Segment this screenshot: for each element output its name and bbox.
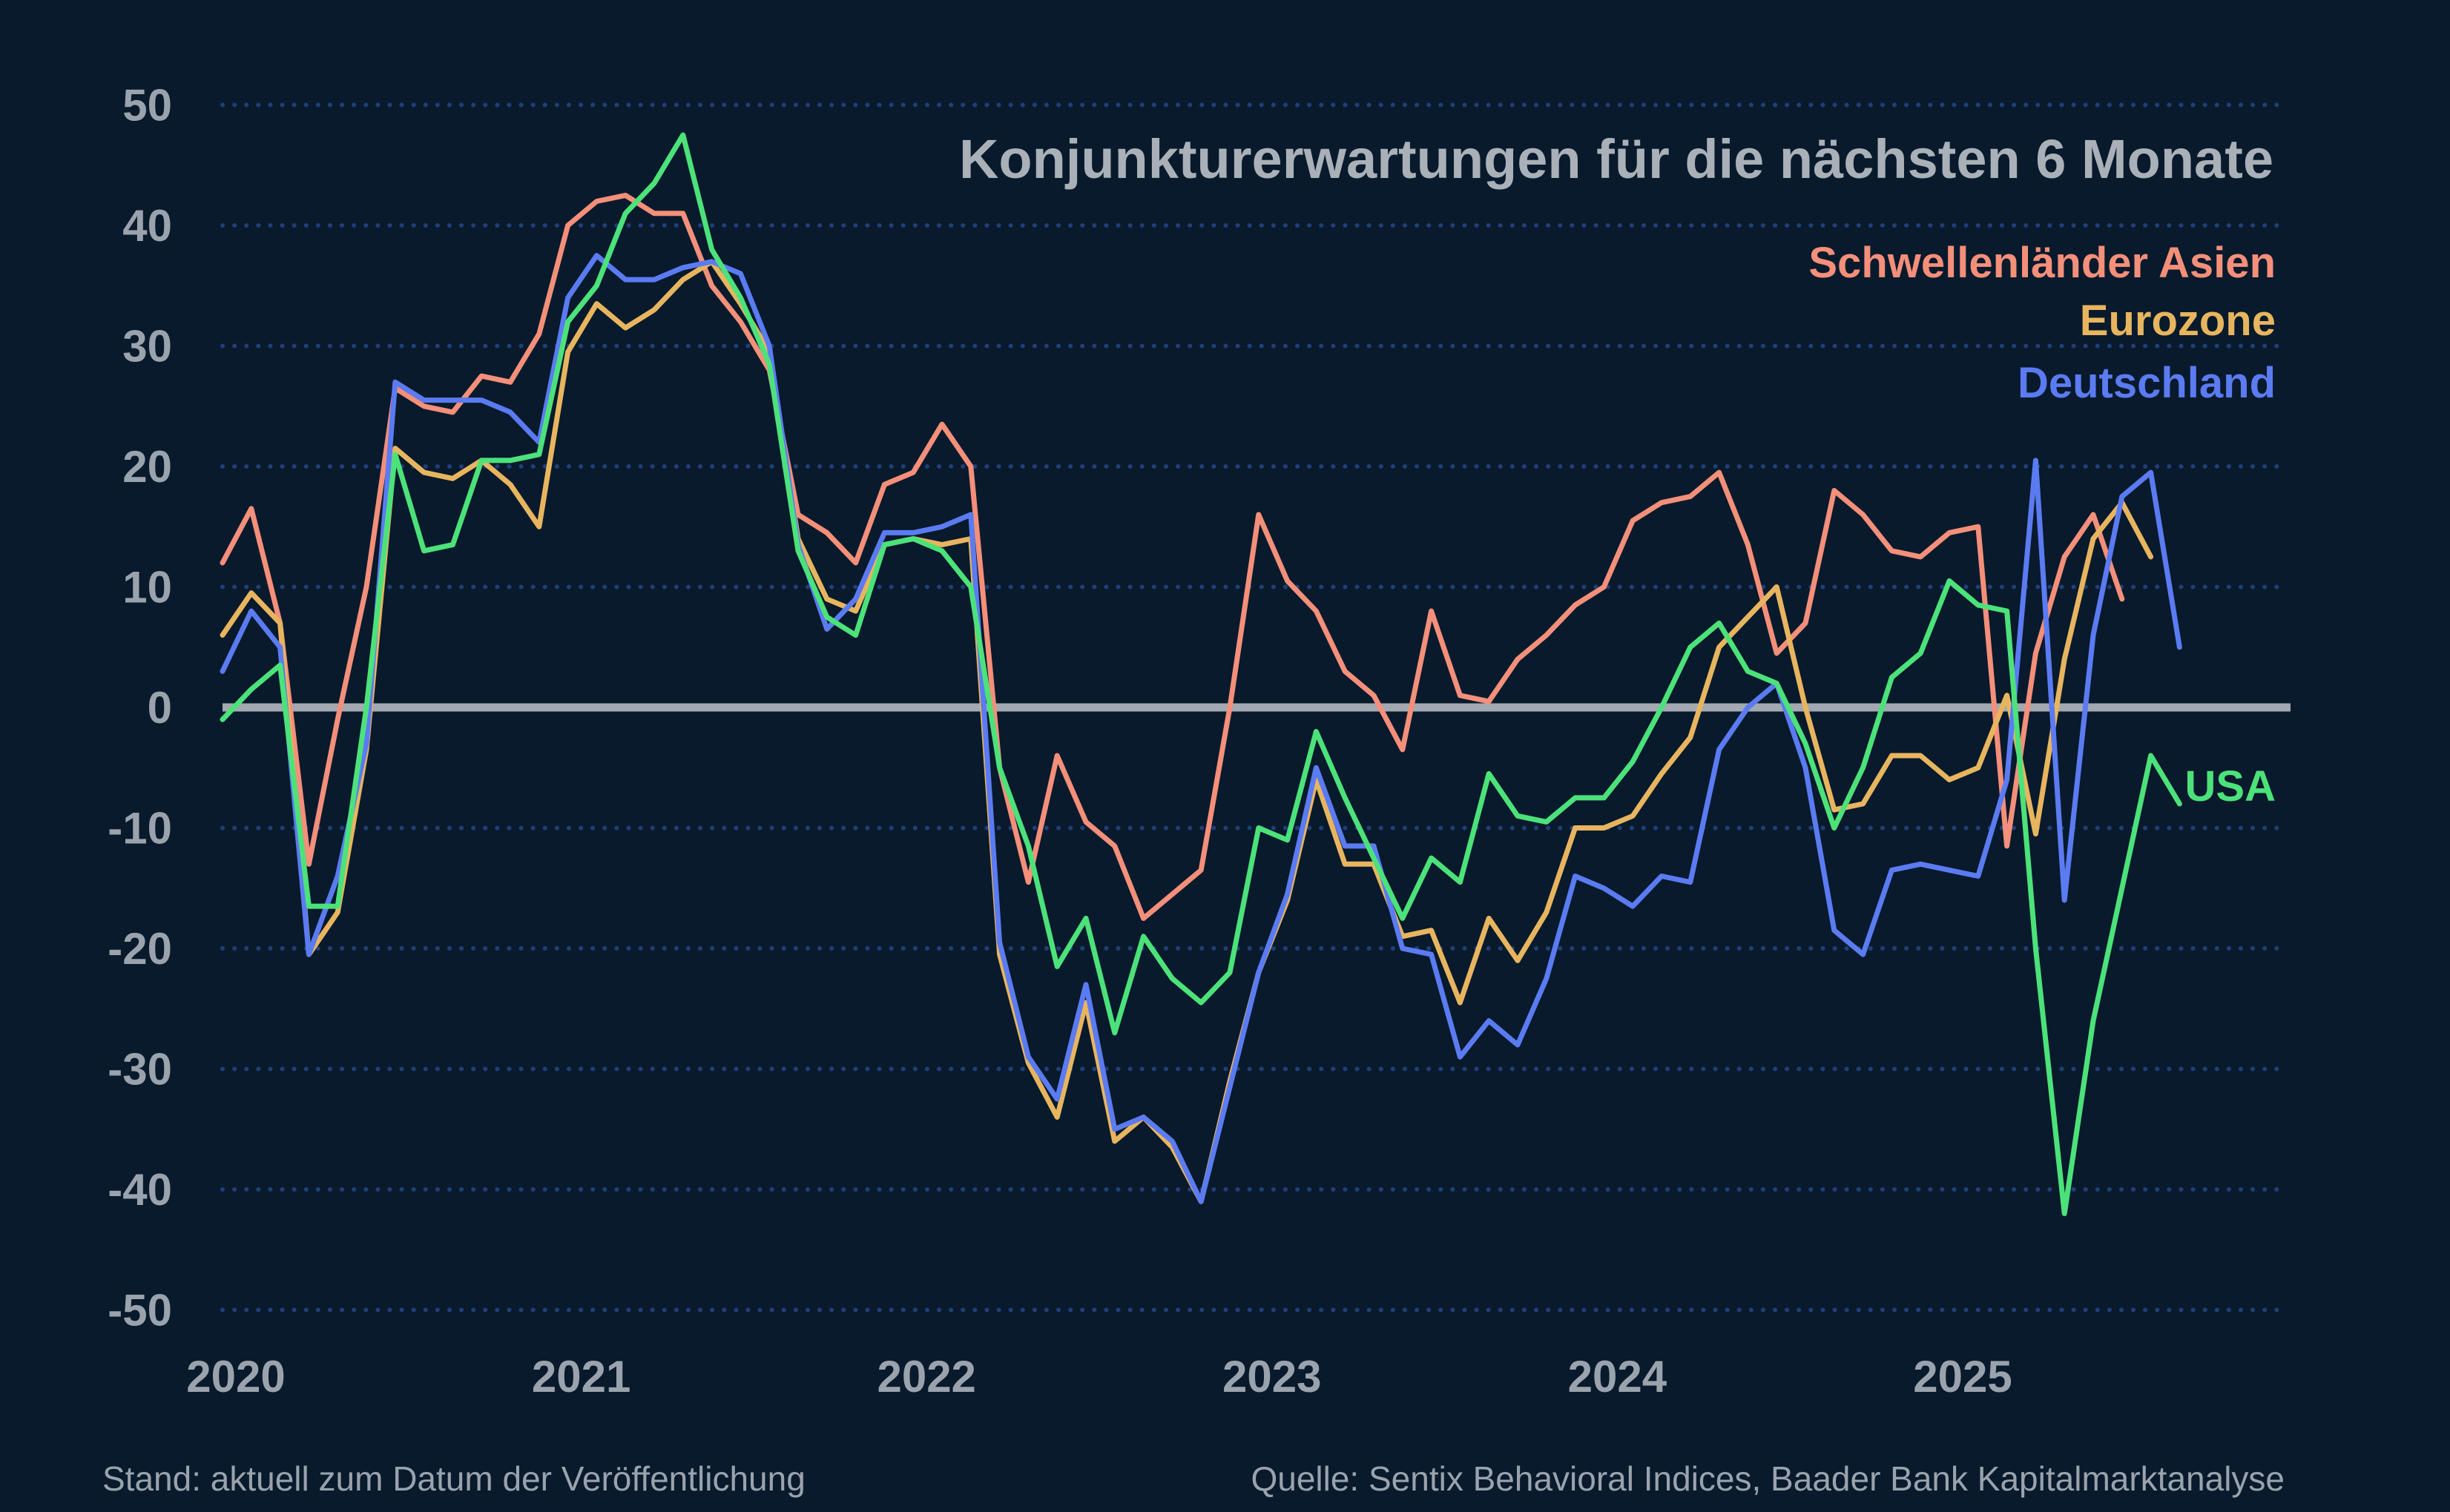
series-line-schwellenlaender-asien [220, 192, 2125, 921]
y-tick-label: -50 [108, 1286, 172, 1336]
legend-deutschland: Deutschland [2018, 359, 2276, 407]
y-tick-label: 0 [148, 683, 172, 733]
y-axis-tick-labels: 50 40 30 20 10 0 -10 -20 -30 -40 -50 [108, 81, 172, 1336]
legend-schwellenlaender-asien: Schwellenländer Asien [1808, 239, 2276, 287]
series-lines [220, 132, 2182, 1216]
y-tick-label: -10 [108, 804, 172, 854]
footer-quelle: Quelle: Sentix Behavioral Indices, Baade… [1251, 1459, 2285, 1498]
x-tick-label: 2023 [1222, 1352, 1321, 1402]
y-tick-label: 50 [122, 81, 172, 131]
y-tick-label: 30 [122, 322, 172, 372]
x-tick-label: 2020 [186, 1352, 285, 1402]
series-line-deutschland [220, 253, 2182, 1204]
series-line-usa [220, 132, 2182, 1216]
x-tick-label: 2025 [1913, 1352, 2012, 1402]
chart-title: Konjunkturerwartungen für die nächsten 6… [959, 128, 2273, 190]
y-tick-label: 20 [122, 442, 172, 492]
y-tick-label: -30 [108, 1045, 172, 1095]
x-tick-label: 2021 [532, 1352, 630, 1402]
y-tick-label: -20 [108, 924, 172, 974]
x-tick-label: 2024 [1568, 1352, 1667, 1402]
label-usa: USA [2185, 762, 2276, 811]
y-tick-label: -40 [108, 1165, 172, 1215]
x-axis-tick-labels: 2020 2021 2022 2023 2024 2025 [186, 1352, 2012, 1402]
y-tick-label: 10 [122, 563, 172, 613]
y-tick-label: 40 [122, 201, 172, 251]
legend-eurozone: Eurozone [2080, 297, 2276, 345]
x-tick-label: 2022 [877, 1352, 975, 1402]
footer-stand: Stand: aktuell zum Datum der Veröffentli… [102, 1459, 806, 1498]
